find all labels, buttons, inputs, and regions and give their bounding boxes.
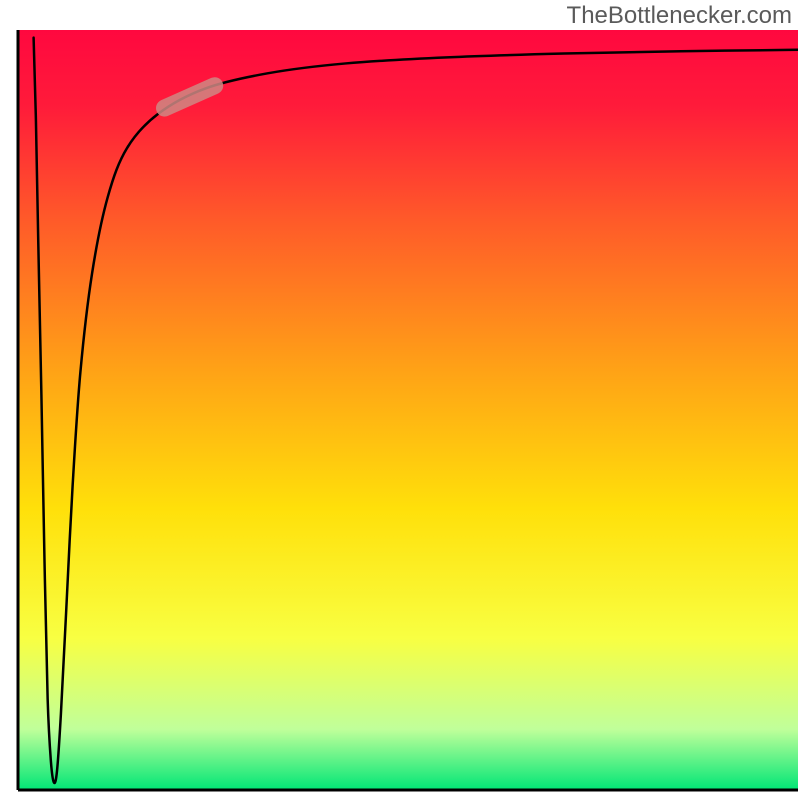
bottleneck-chart (0, 0, 800, 800)
plot-background (18, 30, 798, 790)
chart-container: TheBottlenecker.com (0, 0, 800, 800)
